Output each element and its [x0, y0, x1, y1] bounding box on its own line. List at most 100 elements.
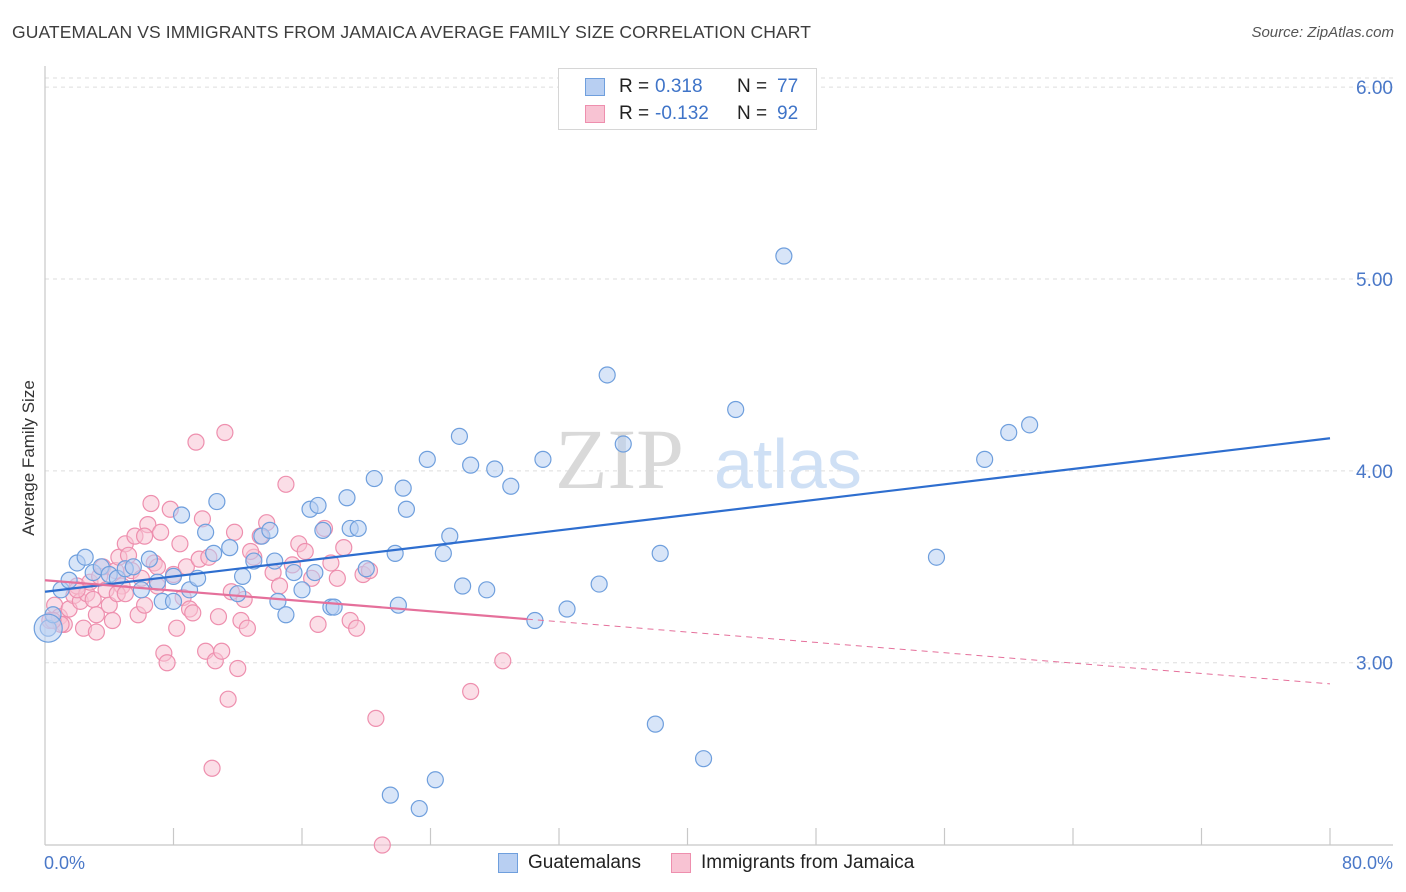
- jamaica-point: [158, 654, 176, 672]
- guatemalan-point: [434, 544, 452, 562]
- guatemalan-point: [775, 247, 793, 265]
- jamaica-point: [494, 652, 512, 670]
- jamaica-point: [277, 475, 295, 493]
- guatemalan-point: [418, 450, 436, 468]
- guatemalan-point: [1000, 423, 1018, 442]
- legend-swatch-blue: [585, 78, 605, 96]
- legend-r-label: R =: [619, 76, 650, 97]
- guatemalan-point: [76, 548, 94, 566]
- jamaica-point: [203, 759, 221, 777]
- guatemalan-point: [534, 450, 552, 468]
- legend-swatch-pink: [585, 105, 605, 123]
- legend-label-jamaica: Immigrants from Jamaica: [701, 852, 915, 873]
- y-tick-label: 5.00: [1356, 270, 1393, 291]
- guatemalan-point: [727, 400, 745, 419]
- jamaica-point: [219, 690, 237, 708]
- guatemalan-point: [614, 435, 632, 453]
- guatemalan-point: [172, 506, 191, 524]
- watermark-atlas: atlas: [714, 425, 862, 503]
- x-tick-max: 80.0%: [1342, 853, 1393, 873]
- legend-n-value: 92: [777, 103, 799, 124]
- jamaica-point: [213, 642, 231, 660]
- guatemalan-point: [389, 596, 407, 614]
- guatemalan-point: [365, 469, 383, 488]
- bottom-legend: Guatemalans Immigrants from Jamaica: [498, 852, 944, 874]
- guatemalan-point: [140, 550, 159, 568]
- legend-n-value: 77: [777, 76, 799, 97]
- guatemalan-point-large: [33, 613, 63, 643]
- guatemalan-point: [694, 750, 713, 768]
- legend-swatch-pink: [671, 853, 692, 873]
- guatemalan-point: [233, 567, 252, 586]
- jamaica-point: [462, 682, 480, 701]
- legend-item-jamaica: Immigrants from Jamaica: [671, 852, 914, 874]
- y-axis-label: Average Family Size: [19, 380, 38, 536]
- jamaica-point: [87, 606, 106, 624]
- guatemalan-point: [454, 577, 472, 595]
- guatemalan-trend-line: [44, 437, 1331, 593]
- jamaica-point: [309, 615, 327, 633]
- guatemalan-point: [478, 581, 496, 599]
- jamaica-point: [168, 619, 186, 637]
- jamaica-point: [225, 523, 244, 541]
- guatemalan-point: [208, 492, 226, 511]
- y-tick-label: 4.00: [1356, 462, 1393, 483]
- stats-legend: R = 0.318 N = 77 R = -0.132 N = 92: [558, 68, 817, 130]
- legend-row-guatemalans: R = 0.318 N = 77: [585, 74, 798, 100]
- jamaica-point: [187, 433, 205, 451]
- axes-layer: 3.00 4.00 5.00 6.00: [44, 66, 1393, 846]
- guatemalan-point: [349, 519, 367, 538]
- guatemalan-point: [197, 523, 215, 541]
- legend-row-jamaica: R = -0.132 N = 92: [585, 101, 798, 127]
- guatemalan-point: [381, 786, 399, 804]
- legend-r-value: -0.132: [655, 103, 709, 124]
- series-guatemalan-points: [33, 247, 1039, 818]
- guatemalan-point: [590, 575, 608, 593]
- y-tick-label: 6.00: [1356, 78, 1393, 99]
- jamaica-point: [270, 577, 289, 595]
- guatemalan-point: [124, 558, 142, 576]
- jamaica-point: [367, 709, 385, 727]
- legend-n-label: N =: [737, 103, 768, 124]
- source-label: Source: ZipAtlas.com: [1251, 24, 1394, 41]
- watermark-zip: ZIP: [555, 411, 684, 507]
- guatemalan-point: [426, 771, 444, 789]
- jamaica-point: [238, 619, 256, 637]
- guatemalan-point: [205, 544, 223, 562]
- legend-n-label: N =: [737, 76, 768, 97]
- jamaica-point: [229, 659, 247, 678]
- guatemalan-point: [1021, 416, 1039, 434]
- jamaica-trend-extension: [526, 618, 1331, 685]
- jamaica-point: [135, 596, 154, 614]
- guatemalan-point: [394, 479, 412, 497]
- guatemalan-point: [410, 799, 428, 818]
- legend-item-guatemalans: Guatemalans: [498, 852, 641, 874]
- jamaica-point: [135, 527, 154, 545]
- guatemalan-point: [314, 521, 332, 539]
- jamaica-point: [152, 523, 170, 541]
- legend-swatch-blue: [498, 853, 518, 873]
- jamaica-point: [142, 494, 160, 513]
- legend-label-guatemalans: Guatemalans: [528, 852, 642, 873]
- guatemalan-point: [229, 585, 247, 603]
- guatemalan-point: [502, 477, 520, 495]
- y-tick-label: 3.00: [1356, 654, 1393, 675]
- guatemalan-point: [927, 548, 946, 566]
- guatemalan-point: [357, 560, 375, 578]
- jamaica-point: [184, 604, 202, 622]
- jamaica-point: [328, 569, 346, 587]
- jamaica-point: [216, 423, 234, 442]
- jamaica-point: [348, 619, 366, 637]
- guatemalan-point: [338, 489, 356, 507]
- guatemalan-point: [558, 600, 576, 618]
- guatemalan-point: [325, 598, 343, 616]
- guatemalan-point: [245, 552, 263, 570]
- jamaica-trend-line: [44, 579, 527, 621]
- guatemalan-point: [277, 606, 295, 624]
- legend-r-label: R =: [619, 103, 650, 124]
- guatemalan-point: [164, 592, 183, 610]
- jamaica-point: [103, 611, 122, 630]
- guatemalan-point: [293, 581, 311, 599]
- guatemalan-point: [397, 500, 416, 518]
